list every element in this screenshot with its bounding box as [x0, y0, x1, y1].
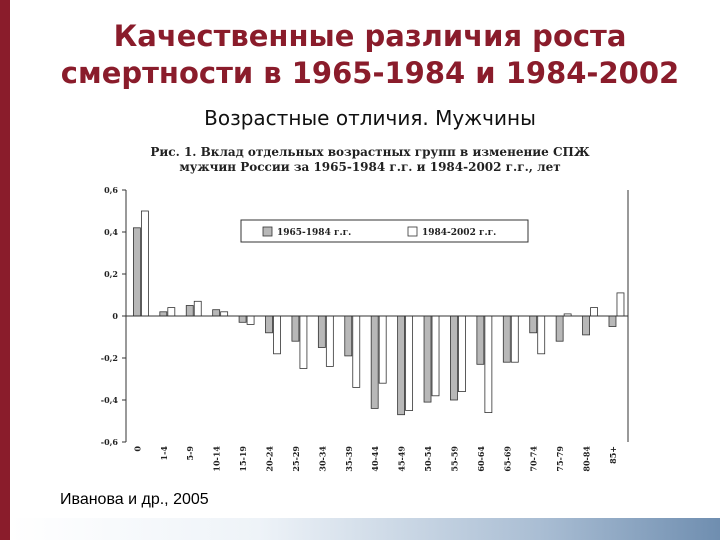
x-tick-label: 40-44 — [370, 446, 380, 472]
bar-1 — [476, 315, 485, 365]
slide-title-line-1: Качественные различия роста — [113, 19, 627, 53]
chart-title-line-2: мужчин России за 1965-1984 г.г. и 1984-2… — [179, 160, 561, 174]
bar-1 — [397, 315, 406, 416]
bar-2 — [458, 315, 466, 392]
slide-title: Качественные различия роста смертности в… — [20, 18, 720, 92]
legend-swatch — [407, 226, 418, 237]
legend-label: 1965-1984 г.г. — [277, 228, 351, 238]
bar-2 — [246, 315, 255, 325]
accent-sidebar — [0, 0, 10, 540]
x-tick-label: 50-54 — [423, 446, 433, 472]
bar-1 — [370, 315, 379, 409]
y-tick-label: 0,4 — [104, 227, 118, 237]
bar-2 — [484, 315, 493, 413]
bar-1 — [212, 309, 221, 317]
bar-2 — [616, 292, 625, 317]
x-tick-label: 55-59 — [449, 446, 459, 472]
bar-2 — [590, 307, 598, 317]
x-tick-label: 1-4 — [159, 446, 169, 461]
x-tick-label: 20-24 — [265, 446, 275, 472]
bar-2 — [405, 315, 414, 411]
y-tick-label: 0,2 — [104, 269, 118, 279]
bar-2 — [431, 315, 440, 397]
legend-label: 1984-2002 г.г. — [422, 228, 496, 238]
x-tick-label: 25-29 — [291, 446, 301, 472]
source-citation: Иванова и др., 2005 — [60, 491, 209, 508]
bar-2 — [220, 311, 229, 317]
legend-box — [240, 219, 529, 243]
bar-1 — [529, 315, 538, 334]
bar-2 — [193, 300, 202, 317]
chart-title: Рис. 1. Вклад отдельных возрастных групп… — [100, 145, 640, 175]
bar-2 — [510, 315, 519, 363]
bar-1 — [185, 305, 194, 317]
bar-2 — [299, 315, 308, 369]
x-tick-label: 65-69 — [502, 446, 512, 472]
bar-1 — [132, 227, 141, 317]
bar-2 — [167, 307, 176, 317]
bar-1 — [291, 315, 300, 342]
bar-2 — [537, 315, 546, 355]
x-tick-label: 60-64 — [476, 446, 486, 472]
bar-1 — [344, 315, 353, 357]
x-tick-label: 70-74 — [529, 446, 539, 472]
footer-gradient-strip — [10, 518, 720, 540]
legend-swatch — [262, 226, 273, 237]
y-tick-label: 0 — [112, 311, 118, 321]
bar-1 — [317, 315, 326, 348]
y-tick-label: 0,6 — [104, 185, 118, 195]
y-tick-label: -0,4 — [101, 395, 119, 405]
bar-2 — [325, 315, 334, 367]
x-tick-label: 10-14 — [212, 446, 222, 472]
bar-2 — [352, 315, 361, 388]
x-tick-label: 0 — [132, 446, 142, 452]
y-tick-label: -0,2 — [101, 353, 118, 363]
bar-2 — [273, 315, 281, 355]
bar-1 — [582, 315, 590, 336]
x-tick-label: 35-39 — [344, 446, 354, 472]
slide-subtitle: Возрастные отличия. Мужчины — [204, 106, 536, 130]
bar-1 — [555, 315, 564, 342]
bar-1 — [423, 315, 432, 403]
slide-title-line-2: смертности в 1965-1984 и 1984-2002 — [60, 56, 680, 90]
x-tick-label: 5-9 — [185, 446, 195, 461]
x-tick-label: 45-49 — [397, 446, 407, 472]
bar-1 — [159, 311, 168, 317]
chart-title-line-1: Рис. 1. Вклад отдельных возрастных групп… — [150, 145, 590, 159]
bar-1 — [450, 315, 458, 401]
x-tick-label: 15-19 — [238, 446, 248, 472]
bar-2 — [378, 315, 387, 384]
bar-1 — [265, 315, 273, 334]
bar-chart: 0,6 0,4 0,2 0 -0,2 -0,4 -0,6 0 1-4 5-9 10-14 15-19 2… — [101, 185, 629, 472]
bar-1 — [608, 315, 617, 327]
bar-1 — [502, 315, 511, 363]
x-tick-label: 80-84 — [582, 446, 592, 472]
y-tick-label: -0,6 — [101, 437, 119, 447]
bar-2 — [140, 210, 149, 317]
x-tick-label: 75-79 — [555, 446, 565, 472]
bar-1 — [238, 315, 247, 323]
x-tick-label: 85+ — [608, 446, 618, 464]
x-tick-label: 30-34 — [317, 446, 327, 472]
